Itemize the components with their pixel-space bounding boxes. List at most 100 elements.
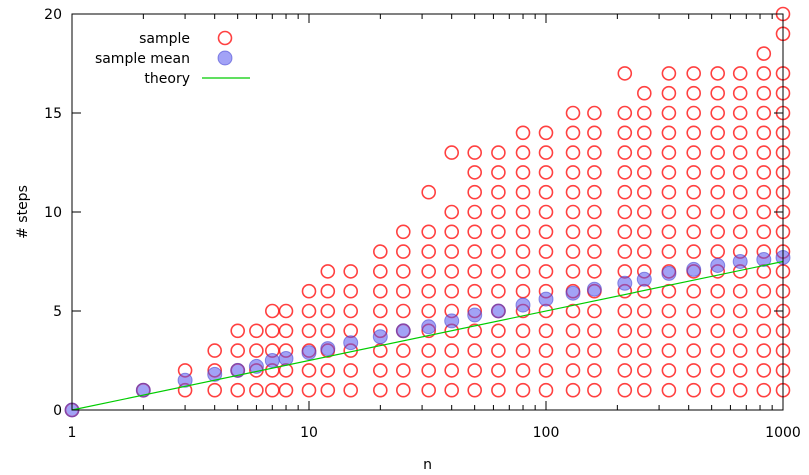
sample-point — [301, 382, 317, 398]
sample-point — [467, 224, 483, 240]
sample-point — [467, 363, 483, 378]
sample-point — [278, 303, 294, 319]
sample-point — [249, 323, 264, 339]
sample-point — [467, 264, 483, 279]
sample-point — [661, 343, 677, 358]
sample-point — [617, 343, 633, 358]
sample-mean-point — [230, 362, 246, 378]
sample-mean-point — [343, 335, 359, 351]
sample-point — [636, 303, 652, 319]
sample-point — [444, 363, 460, 378]
sample-point — [710, 343, 726, 358]
sample-point — [515, 323, 531, 339]
x-tick-label: 1 — [68, 425, 77, 441]
sample-point — [467, 382, 483, 398]
y-tick-label: 0 — [53, 403, 62, 419]
sample-point — [444, 343, 460, 358]
x-axis-label: n — [423, 457, 432, 473]
sample-point — [617, 303, 633, 319]
sample-point — [421, 184, 437, 200]
sample-mean-point — [515, 297, 531, 313]
sample-point — [587, 303, 602, 319]
sample-mean-point — [565, 285, 581, 301]
sample-point — [710, 66, 726, 81]
legend-marker-sample-mean — [217, 50, 233, 66]
sample-mean-point — [661, 265, 677, 281]
sample-point — [636, 204, 652, 220]
sample-mean-point — [395, 323, 411, 339]
sample-point — [710, 125, 726, 141]
sample-point — [565, 323, 581, 339]
y-tick-label: 15 — [44, 106, 62, 122]
sample-point — [343, 303, 359, 319]
sample-point — [515, 204, 531, 220]
sample-point — [467, 184, 483, 200]
sample-point — [565, 165, 581, 180]
sample-point — [661, 382, 677, 398]
sample-point — [710, 184, 726, 200]
sample-point — [617, 204, 633, 220]
sample-point — [617, 244, 633, 259]
sample-point — [636, 145, 652, 160]
sample-mean-point — [135, 382, 151, 398]
sample-point — [686, 145, 702, 160]
sample-point — [617, 382, 633, 398]
sample-point — [732, 105, 748, 121]
sample-point — [301, 303, 317, 319]
sample-point — [732, 85, 748, 101]
sample-mean-point — [710, 258, 726, 273]
sample-point — [230, 343, 245, 358]
sample-mean-point — [538, 291, 554, 307]
y-axis-label: # steps — [15, 185, 31, 239]
sample-point — [661, 66, 677, 81]
sample-point — [343, 283, 359, 299]
sample-point — [264, 382, 280, 398]
sample-point — [636, 224, 652, 240]
sample-point — [587, 323, 602, 339]
sample-mean-point — [301, 345, 317, 361]
sample-point — [565, 105, 581, 121]
sample-point — [538, 244, 554, 259]
sample-mean-point — [207, 366, 223, 382]
sample-mean-point — [467, 307, 483, 323]
legend-label-sample: sample — [139, 31, 190, 47]
legend-marker-sample — [217, 30, 233, 46]
sample-point — [732, 303, 748, 319]
sample-point — [491, 224, 506, 240]
sample-point — [732, 283, 748, 299]
sample-mean-point — [278, 351, 294, 366]
sample-point — [617, 66, 633, 81]
sample-point — [587, 382, 602, 398]
sample-mean-point — [686, 261, 702, 277]
sample-point — [636, 165, 652, 180]
sample-point — [207, 382, 222, 398]
legend-label-theory: theory — [144, 71, 190, 87]
sample-point — [395, 363, 411, 378]
legend-label-sample-mean: sample mean — [95, 51, 190, 67]
sample-point — [587, 105, 602, 121]
sample-point — [661, 224, 677, 240]
sample-point — [421, 343, 437, 358]
sample-point — [538, 145, 554, 160]
sample-point — [617, 125, 633, 141]
sample-point — [491, 165, 506, 180]
y-tick-label: 20 — [44, 7, 62, 23]
sample-point — [565, 125, 581, 141]
sample-point — [732, 204, 748, 220]
sample-point — [710, 382, 726, 398]
sample-point — [538, 323, 554, 339]
sample-point — [661, 85, 677, 101]
sample-point — [467, 283, 483, 299]
sample-point — [732, 343, 748, 358]
sample-point — [587, 165, 602, 180]
sample-point — [710, 145, 726, 160]
sample-point — [395, 264, 411, 279]
sample-point — [710, 204, 726, 220]
sample-point — [515, 224, 531, 240]
sample-point — [756, 66, 772, 81]
sample-point — [538, 165, 554, 180]
sample-point — [491, 363, 506, 378]
sample-point — [710, 283, 726, 299]
sample-point — [710, 303, 726, 319]
sample-point — [515, 244, 531, 259]
